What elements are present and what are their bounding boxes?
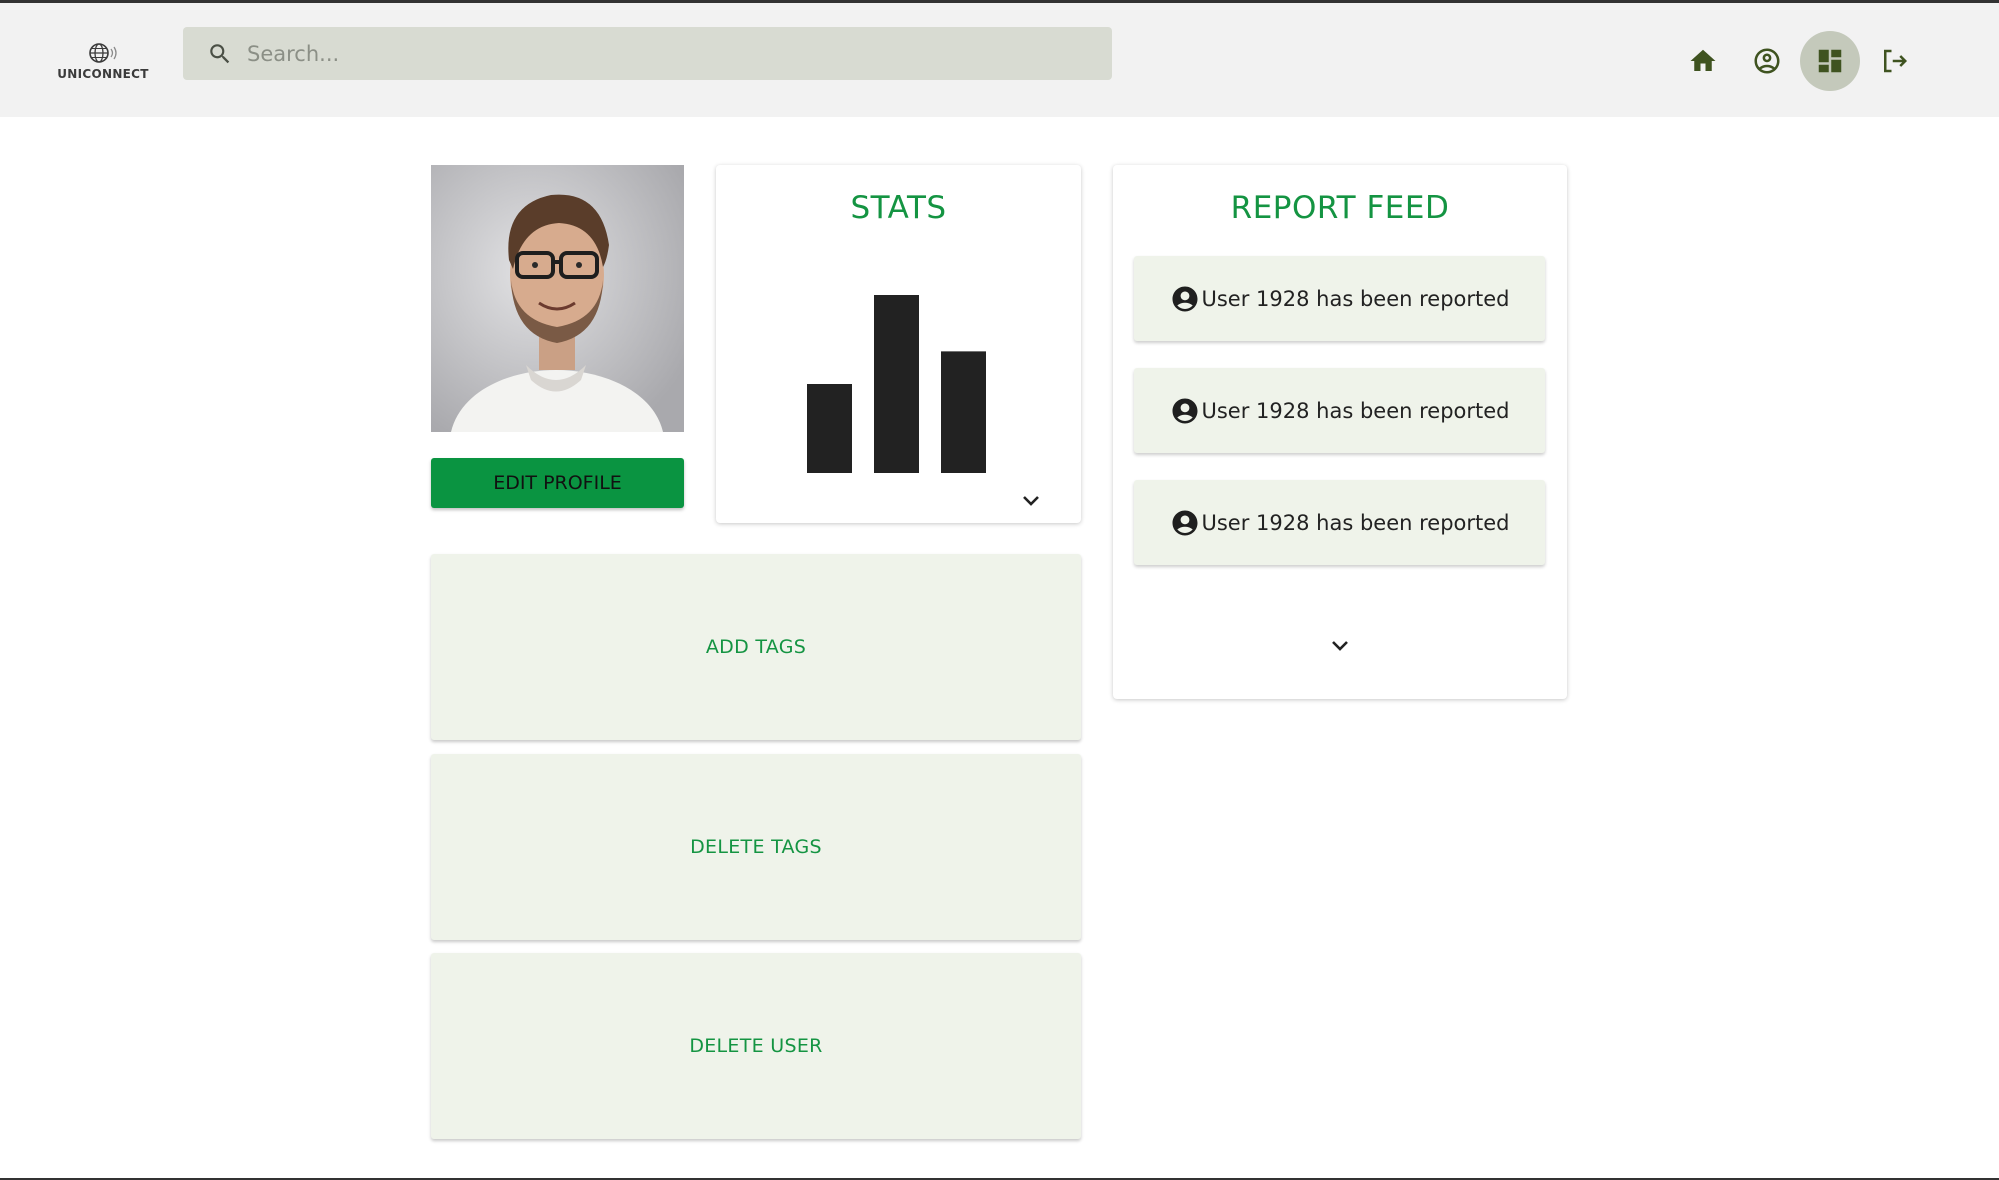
search-input[interactable] [247, 27, 1087, 80]
search-bar[interactable] [183, 27, 1112, 80]
logout-button[interactable] [1864, 31, 1924, 91]
delete-user-label: DELETE USER [689, 1035, 823, 1057]
bar-chart [807, 295, 986, 473]
report-feed-card: REPORT FEED User 1928 has been reported … [1113, 165, 1567, 699]
profile-photo [431, 165, 684, 432]
stats-title: STATS [850, 190, 947, 226]
chevron-down-icon [1332, 641, 1348, 651]
chart-bar [874, 295, 919, 473]
report-text: User 1928 has been reported [1201, 286, 1510, 311]
delete-tags-button[interactable]: DELETE TAGS [431, 754, 1081, 940]
add-tags-button[interactable]: ADD TAGS [431, 554, 1081, 740]
delete-user-button[interactable]: DELETE USER [431, 953, 1081, 1139]
delete-tags-label: DELETE TAGS [690, 836, 822, 858]
home-icon [1690, 49, 1716, 71]
account-circle-icon [1172, 510, 1197, 535]
stats-expand-chevron[interactable] [1021, 494, 1041, 508]
report-feed-expand-chevron[interactable] [1330, 639, 1350, 653]
edit-profile-button[interactable]: EDIT PROFILE [431, 458, 684, 508]
logo-text: UNICONNECT [57, 67, 149, 81]
report-item[interactable]: User 1928 has been reported [1134, 368, 1545, 453]
report-item[interactable]: User 1928 has been reported [1134, 480, 1545, 565]
top-bar: UNICONNECT [0, 3, 1999, 117]
dashboard-icon [1818, 49, 1842, 73]
account-circle-icon [1172, 286, 1197, 311]
home-button[interactable] [1673, 31, 1733, 91]
chart-bar [941, 351, 986, 473]
account-icon [1754, 48, 1780, 74]
account-button[interactable] [1737, 31, 1797, 91]
chevron-down-icon [1023, 496, 1039, 506]
globe-signal-icon [89, 43, 117, 63]
uniconnect-logo[interactable]: UNICONNECT [57, 41, 149, 85]
search-icon [210, 44, 230, 64]
report-feed-title: REPORT FEED [1230, 190, 1450, 226]
add-tags-label: ADD TAGS [705, 636, 807, 658]
logout-icon [1884, 49, 1908, 73]
stats-card: STATS [716, 165, 1081, 523]
profile-person-image [431, 165, 684, 432]
account-circle-icon [1172, 398, 1197, 423]
dashboard-button[interactable] [1800, 31, 1860, 91]
report-text: User 1928 has been reported [1201, 398, 1510, 423]
chart-bar [807, 384, 852, 473]
report-item[interactable]: User 1928 has been reported [1134, 256, 1545, 341]
report-text: User 1928 has been reported [1201, 510, 1510, 535]
bottom-border [0, 1178, 1999, 1180]
